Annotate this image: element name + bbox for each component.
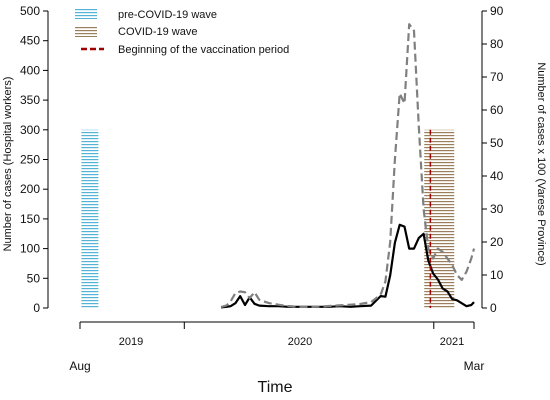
legend: pre-COVID-19 wave COVID-19 wave Beginnin… [75,8,289,56]
x-period-label-2020: 2020 [288,336,312,348]
y-ticks-right: 0 10 20 30 40 50 60 70 80 90 [482,4,504,315]
legend-swatch-covid [75,26,97,37]
y-tick-label-right: 90 [490,4,504,18]
y-tick-label-right: 80 [490,37,504,51]
y-tick-label-left: 50 [27,271,41,285]
y-tick-label-right: 30 [490,202,504,216]
y-tick-label-left: 0 [33,301,40,315]
y-tick-label-left: 150 [20,212,40,226]
legend-entry-pre-covid: pre-COVID-19 wave [75,8,217,21]
legend-label-vaccination: Beginning of the vaccination period [118,44,289,56]
x-end-label-end: Mar [464,359,485,373]
y-tick-label-left: 100 [20,242,40,256]
y-tick-label-left: 200 [20,182,40,196]
legend-label-pre-covid: pre-COVID-19 wave [118,9,217,21]
y-tick-label-left: 350 [20,93,40,107]
y-tick-label-right: 10 [490,268,504,282]
y-tick-label-right: 20 [490,235,504,249]
y-tick-label-right: 70 [490,70,504,84]
legend-entry-covid: COVID-19 wave [75,26,197,38]
grid-bands [81,129,455,308]
legend-label-covid: COVID-19 wave [118,26,197,38]
legend-entry-vaccination: Beginning of the vaccination period [81,44,289,56]
x-ticks [79,322,475,329]
y-tick-label-left: 300 [20,123,40,137]
x-axis-label: Time [258,379,293,396]
y-tick-label-right: 60 [490,103,504,117]
y-tick-label-right: 40 [490,169,504,183]
series-layer [220,23,476,309]
y-tick-label-right: 0 [490,301,497,315]
y-axis-label-right: Number of cases x 100 (Varese Province) [535,62,547,265]
x-end-label-start: Aug [69,359,90,373]
y-tick-label-left: 500 [20,4,40,18]
x-period-label-2021: 2021 [440,336,464,348]
y-tick-label-left: 450 [20,34,40,48]
y-tick-label-left: 400 [20,63,40,77]
y-ticks-left: 0 50 100 150 200 250 300 350 400 450 500 [20,4,48,315]
y-tick-label-right: 50 [490,136,504,150]
series-line-varese-province [220,23,476,309]
band-covid [424,129,455,308]
series-line-hospital-workers [220,223,475,309]
legend-swatch-pre-covid [75,8,97,19]
y-tick-label-left: 250 [20,153,40,167]
y-axis-label-left: Number of cases (Hospital workers) [2,77,14,252]
band-pre-covid [81,129,99,308]
x-period-label-2019: 2019 [119,336,143,348]
